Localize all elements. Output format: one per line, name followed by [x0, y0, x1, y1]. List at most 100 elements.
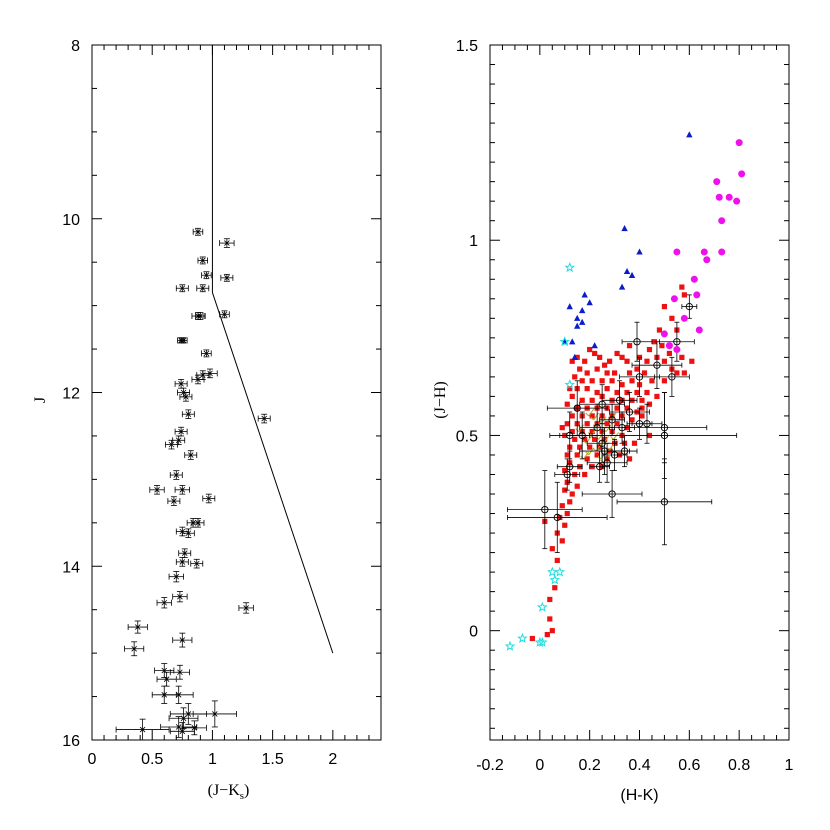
red-square-point	[559, 503, 565, 509]
red-square-point	[614, 421, 620, 427]
left-data-point	[172, 632, 193, 648]
red-square-point	[661, 378, 668, 384]
magenta-circle-point	[665, 342, 673, 350]
red-square-point	[614, 389, 620, 396]
red-square-point	[582, 358, 588, 364]
red-square-point	[614, 405, 620, 411]
yellow-tick-point	[590, 412, 600, 421]
right-x-tick-label: 0.4	[628, 757, 650, 774]
magenta-circle-point	[673, 248, 681, 256]
red-square-point	[669, 315, 675, 321]
red-square-point	[654, 393, 660, 400]
red-square-point	[574, 354, 580, 360]
red-square-point	[584, 421, 590, 427]
left-data-point	[169, 470, 183, 480]
red-square-point	[572, 374, 578, 380]
left-data-point	[195, 312, 206, 320]
magenta-circle-point	[718, 217, 726, 225]
blue-triangle-point	[574, 314, 581, 321]
left-y-axis-label: J	[32, 397, 49, 403]
left-data-point	[168, 707, 199, 730]
red-square-point	[639, 413, 645, 419]
left-data-point	[127, 620, 148, 634]
left-x-tick-label: 2	[328, 751, 337, 768]
cyan-star-point	[504, 640, 516, 651]
right-x-tick-label: 1	[785, 757, 794, 774]
blue-triangle-point	[636, 248, 643, 255]
magenta-circle-point	[673, 346, 681, 354]
red-square-point	[584, 370, 590, 376]
open-circle-point	[554, 458, 581, 491]
red-square-point	[577, 444, 583, 450]
open-circle-point	[616, 458, 713, 546]
blue-triangle-point	[621, 225, 628, 232]
red-square-point	[619, 354, 625, 360]
open-circle-point	[609, 392, 650, 432]
red-square-point	[569, 358, 575, 364]
red-square-point	[607, 358, 613, 364]
cyan-star-point	[549, 574, 561, 585]
left-data-point	[174, 426, 188, 437]
red-square-point	[681, 292, 687, 298]
open-circle-point	[621, 321, 653, 362]
red-square-point	[594, 389, 600, 396]
right-data-points	[504, 131, 746, 651]
red-square-point	[564, 421, 570, 427]
cyan-star-point	[537, 601, 548, 612]
red-square-point	[549, 628, 555, 634]
magenta-circle-point	[695, 326, 703, 334]
left-data-points	[115, 227, 271, 741]
cyan-star-point	[564, 379, 576, 390]
left-data-point	[124, 641, 145, 657]
left-data-point	[172, 435, 186, 446]
left-data-point	[192, 700, 237, 728]
left-panel-cmd: 0 0.5 1 1.5 2 8 10 12 14 16 (J−Ks) J	[32, 38, 382, 802]
magenta-circle-point	[680, 314, 688, 322]
red-square-point	[597, 354, 603, 360]
right-axis-ticks	[489, 44, 790, 740]
left-data-point	[174, 379, 188, 389]
blue-triangle-point	[569, 338, 576, 345]
left-data-point	[201, 349, 212, 358]
left-y-tick-label: 8	[71, 38, 80, 55]
red-square-point	[589, 413, 595, 419]
magenta-circle-point	[725, 193, 733, 201]
cyan-star-point	[554, 566, 566, 577]
red-square-point	[656, 327, 663, 333]
left-data-point	[192, 227, 204, 236]
left-data-point	[197, 256, 209, 265]
left-data-point	[168, 571, 184, 583]
blue-triangle-point	[578, 307, 586, 314]
left-x-tick-label: 1.5	[262, 751, 284, 768]
red-square-point	[602, 362, 608, 368]
red-square-point	[661, 304, 668, 310]
red-square-point	[554, 557, 560, 563]
open-circle-point	[681, 294, 698, 319]
left-data-point	[165, 439, 178, 450]
red-square-point	[564, 452, 570, 458]
right-tick-labels: -0.2 0 0.2 0.4 0.6 0.8 1 0 0.5 1 1.5	[456, 38, 794, 774]
magenta-circle-point	[715, 193, 723, 201]
left-plot-frame	[91, 44, 382, 741]
open-circle-point	[631, 403, 663, 444]
red-square-point	[619, 382, 625, 388]
red-square-point	[567, 499, 573, 505]
left-data-point	[175, 284, 189, 293]
cyan-star-point	[534, 636, 546, 647]
right-x-axis-label: (H-K)	[620, 787, 658, 804]
red-square-point	[689, 358, 695, 364]
left-data-point	[169, 722, 195, 741]
red-square-point	[646, 346, 653, 353]
red-square-point	[569, 413, 575, 419]
red-square-point	[562, 522, 568, 528]
left-tick-labels: 0 0.5 1 1.5 2 8 10 12 14 16	[62, 38, 337, 768]
open-circle-point	[659, 321, 695, 362]
open-circle-point	[631, 341, 683, 389]
magenta-circle-point	[733, 197, 741, 205]
red-square-point	[644, 358, 650, 364]
red-square-point	[597, 444, 603, 450]
magenta-circle-point	[670, 295, 678, 303]
right-y-tick-label: 1	[469, 233, 478, 250]
left-data-point	[191, 374, 205, 385]
red-square-point	[552, 585, 558, 591]
